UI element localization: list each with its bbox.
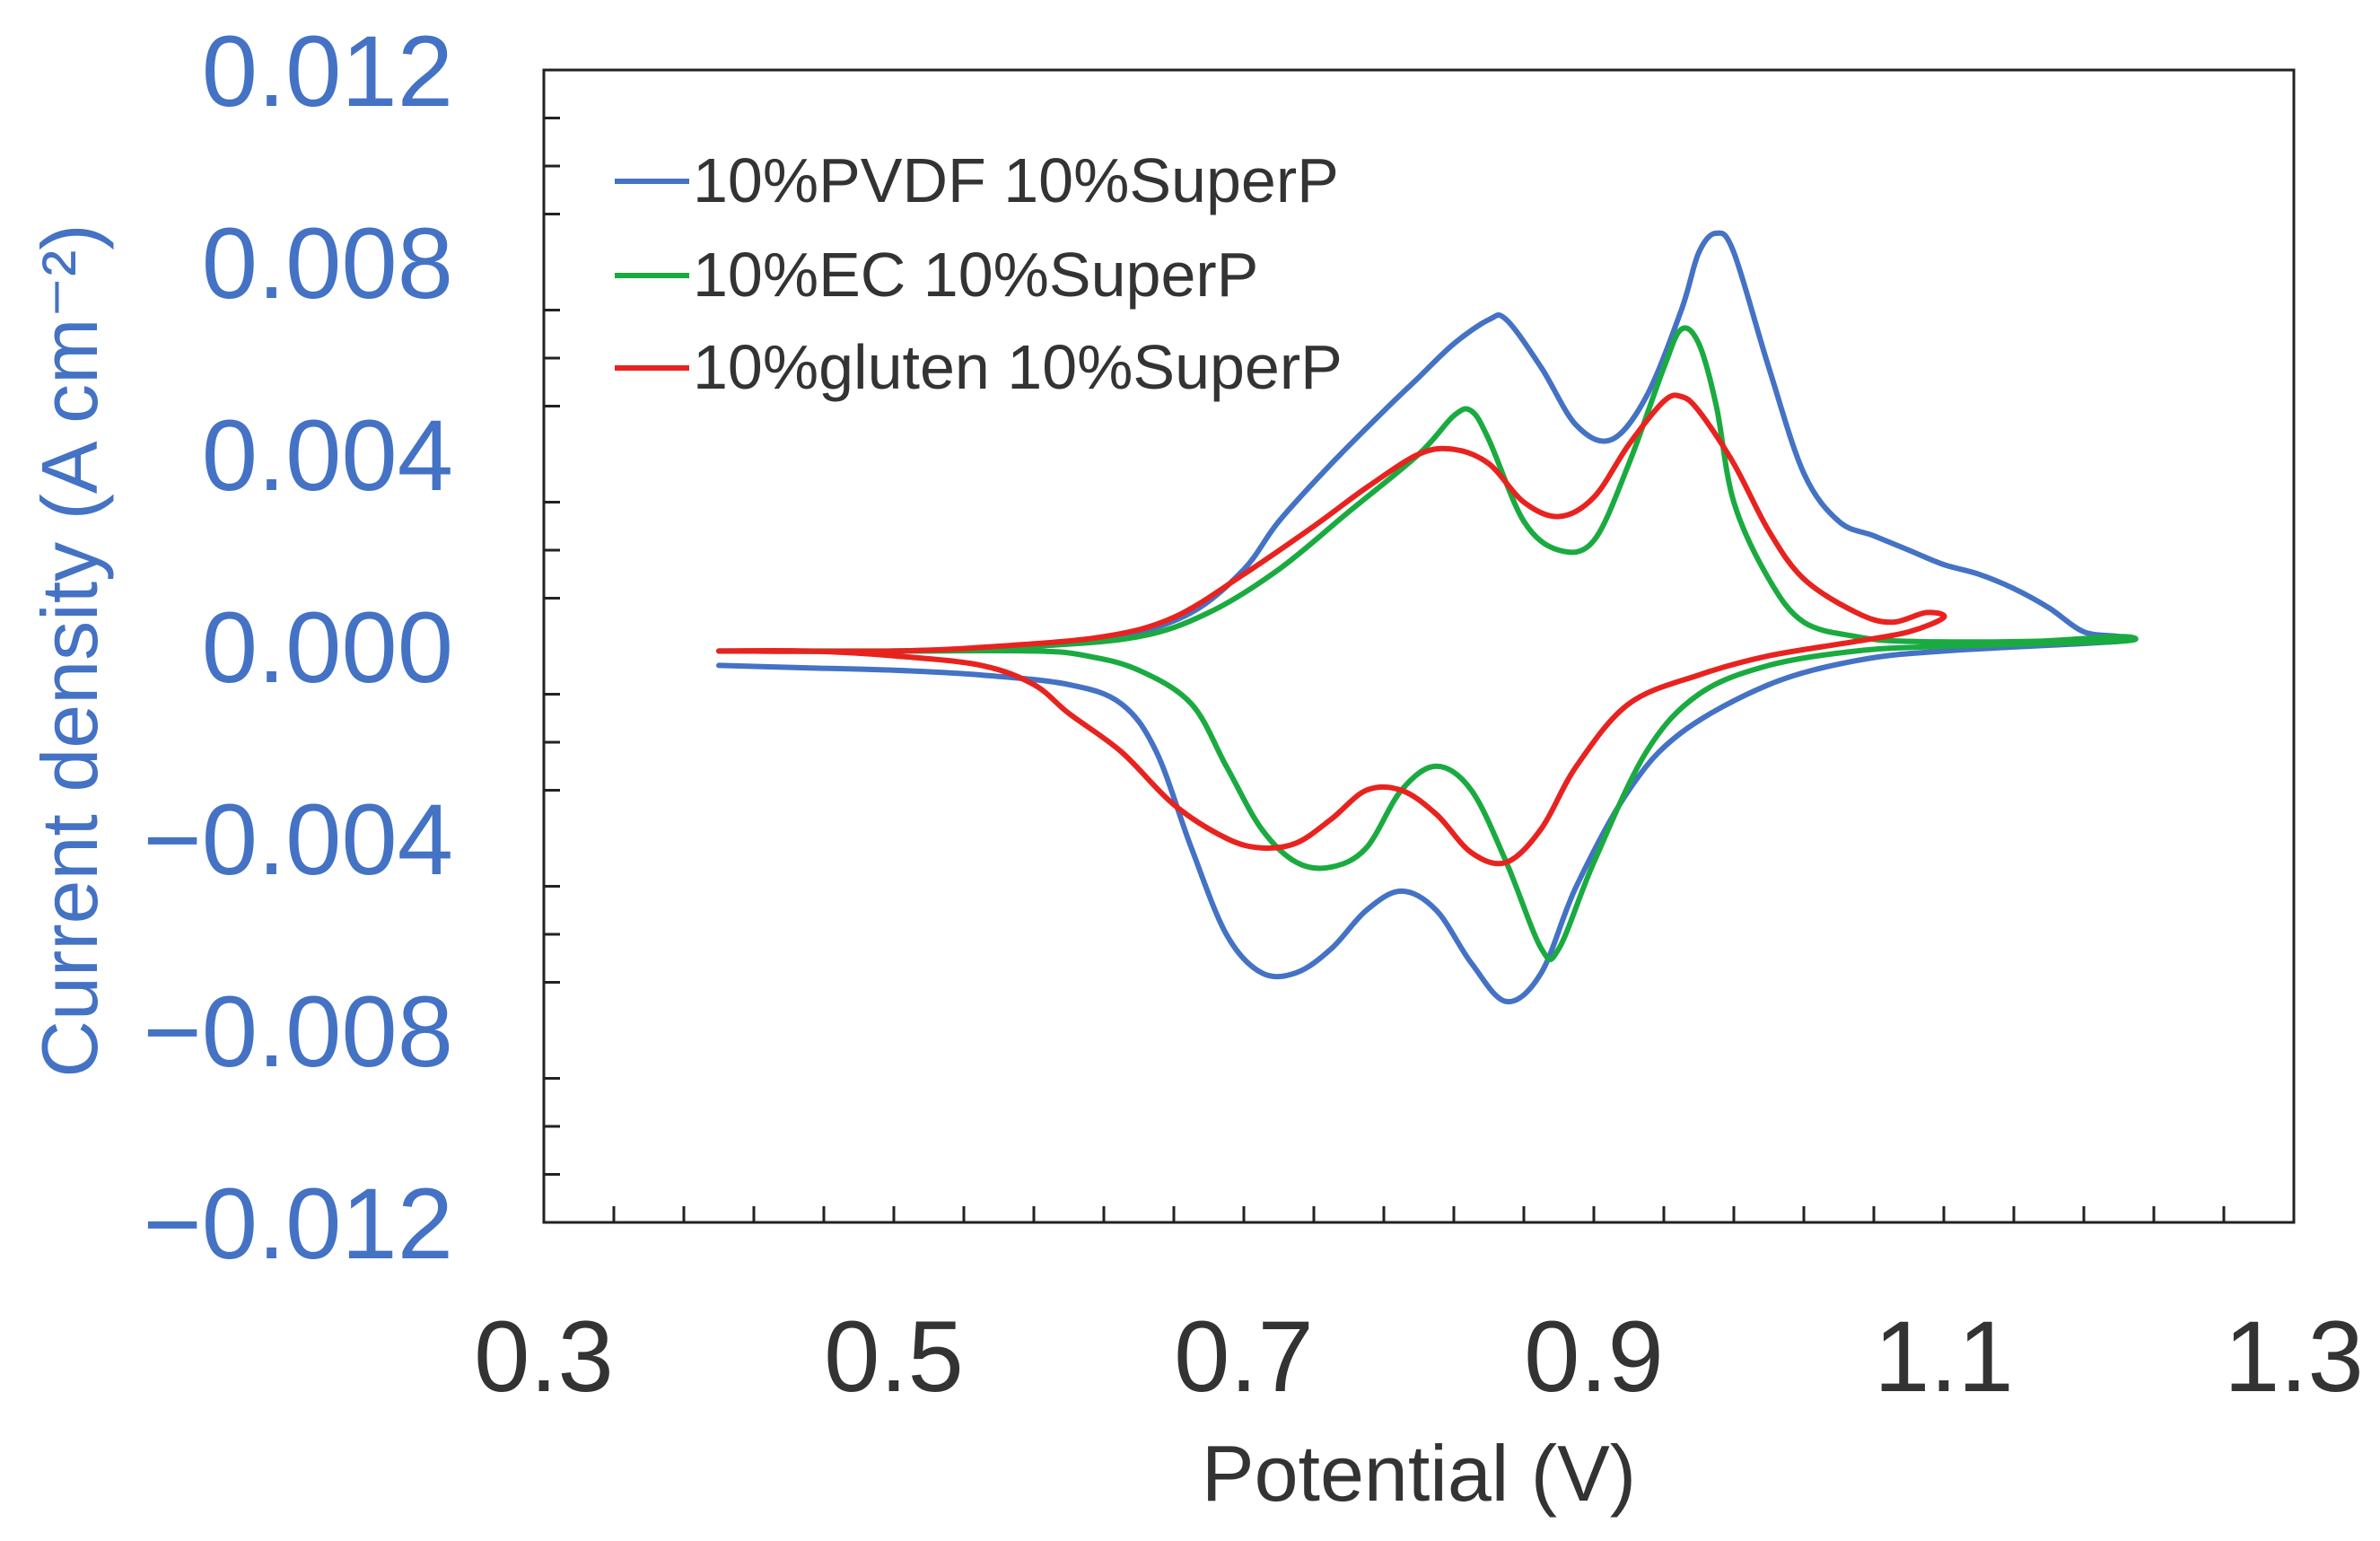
x-tick-label: 1.3: [2224, 1300, 2364, 1413]
y-tick-label: −0.012: [143, 1168, 453, 1280]
x-tick-marks: [542, 1206, 2296, 1222]
series-line-ec: [716, 325, 2139, 963]
y-tick-label: −0.008: [143, 976, 453, 1088]
x-tick-label: 0.7: [1174, 1300, 1314, 1413]
y-tick-marks: [544, 117, 560, 1176]
y-axis-label: Current density (A cm⁻²): [25, 223, 114, 1077]
legend: 10%PVDF 10%SuperP 10%EC 10%SuperP 10%glu…: [615, 145, 1343, 402]
series-line-gluten: [716, 392, 1947, 867]
legend-label-pvdf: 10%PVDF 10%SuperP: [693, 145, 1339, 215]
y-tick-label: 0.008: [202, 207, 453, 320]
y-tick-label: 0.012: [202, 15, 453, 127]
x-tick-labels: 0.3 0.5 0.7 0.9 1.1 1.3: [474, 1300, 2364, 1413]
y-tick-labels: 0.012 0.008 0.004 0.000 −0.004 −0.008 −0.012: [143, 15, 453, 1280]
series-layer: [716, 230, 2139, 1004]
legend-label-ec: 10%EC 10%SuperP: [693, 240, 1258, 310]
x-axis-label: Potential (V): [1202, 1429, 1636, 1518]
plot-frame: [542, 68, 2296, 1224]
y-tick-label: 0.004: [202, 399, 453, 512]
series-line-pvdf: [716, 230, 2136, 1004]
x-tick-label: 0.9: [1524, 1300, 1664, 1413]
x-tick-label: 1.1: [1874, 1300, 2014, 1413]
y-tick-label: −0.004: [143, 784, 453, 896]
x-tick-label: 0.5: [824, 1300, 964, 1413]
x-tick-label: 0.3: [474, 1300, 614, 1413]
legend-label-gluten: 10%gluten 10%SuperP: [693, 332, 1343, 402]
y-tick-label: 0.000: [202, 591, 453, 704]
